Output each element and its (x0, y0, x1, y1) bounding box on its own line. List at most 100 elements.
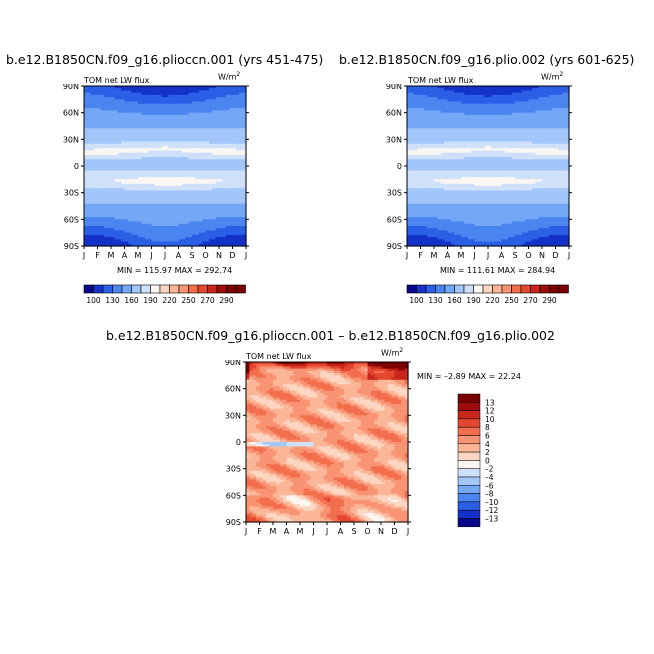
heatmap-cell (144, 217, 149, 220)
heatmap-cell (84, 163, 88, 167)
heatmap-cell (198, 150, 203, 154)
heatmap-cell (100, 197, 105, 200)
heatmap-cell (107, 230, 112, 234)
heatmap-cell (501, 146, 506, 149)
heatmap-cell (232, 101, 237, 105)
heatmap-cell (171, 161, 176, 165)
heatmap-cell (427, 150, 432, 154)
heatmap-cell (434, 139, 438, 143)
heatmap-cell (107, 210, 112, 214)
heatmap-cell (454, 117, 459, 120)
heatmap-cell (229, 219, 234, 223)
heatmap-cell (467, 143, 472, 147)
heatmap-cell (141, 214, 146, 218)
heatmap-cell (558, 103, 563, 107)
heatmap-cell (114, 119, 119, 123)
heatmap-cell (477, 108, 482, 112)
heatmap-cell (90, 90, 95, 94)
heatmap-cell (198, 239, 203, 243)
heatmap-cell (188, 192, 193, 196)
heatmap-cell (235, 199, 240, 203)
heatmap-cell (185, 241, 190, 245)
heatmap-cell (562, 97, 567, 100)
heatmap-cell (242, 197, 247, 200)
heatmap-cell (208, 132, 213, 136)
heatmap-cell (185, 106, 190, 109)
heatmap-cell (484, 86, 489, 89)
heatmap-cell (141, 121, 146, 125)
heatmap-cell (127, 226, 132, 229)
heatmap-cell (562, 141, 567, 145)
heatmap-cell (90, 210, 95, 214)
heatmap-cell (117, 137, 122, 140)
heatmap-cell (175, 90, 180, 94)
heatmap-cell (148, 168, 153, 172)
heatmap-cell (165, 243, 169, 247)
heatmap-cell (144, 110, 149, 114)
heatmap-cell (148, 190, 153, 194)
heatmap-cell (181, 123, 186, 127)
heatmap-cell (518, 148, 523, 152)
heatmap-cell (491, 88, 496, 92)
heatmap-cell (545, 137, 550, 140)
heatmap-cell (542, 114, 546, 118)
heatmap-cell (94, 108, 99, 112)
heatmap-cell (417, 146, 422, 149)
heatmap-cell (531, 143, 536, 147)
heatmap-cell (97, 114, 102, 118)
heatmap-cell (181, 166, 186, 169)
heatmap-cell (151, 166, 156, 169)
heatmap-cell (178, 179, 183, 183)
heatmap-cell (148, 88, 153, 92)
heatmap-cell (545, 97, 550, 100)
heatmap-cell (420, 92, 425, 96)
heatmap-cell (198, 139, 203, 143)
heatmap-cell (87, 232, 92, 236)
heatmap-cell (151, 99, 156, 103)
heatmap-cell (87, 190, 92, 194)
heatmap-cell (235, 132, 240, 136)
heatmap-cell (504, 88, 509, 92)
heatmap-cell (90, 170, 95, 174)
heatmap-cell (104, 117, 109, 120)
heatmap-cell (178, 239, 183, 243)
heatmap-cell (225, 159, 230, 163)
heatmap-cell (124, 119, 129, 123)
heatmap-cell (528, 128, 533, 132)
heatmap-cell (423, 119, 428, 123)
heatmap-cell (457, 121, 462, 125)
heatmap-cell (444, 97, 449, 100)
heatmap-cell (552, 94, 557, 98)
heatmap-cell (185, 99, 190, 103)
heatmap-cell (232, 163, 237, 167)
heatmap-cell (481, 126, 486, 129)
heatmap-cell (498, 106, 503, 109)
heatmap-cell (454, 152, 459, 156)
heatmap-cell (127, 214, 132, 218)
heatmap-cell (229, 172, 234, 176)
heatmap-cell (161, 99, 166, 103)
heatmap-cell (131, 130, 136, 134)
heatmap-cell (208, 103, 213, 107)
heatmap-cell (100, 112, 105, 116)
heatmap-cell (498, 112, 503, 116)
heatmap-cell (501, 141, 506, 145)
heatmap-cell (195, 132, 200, 136)
heatmap-cell (508, 121, 513, 125)
heatmap-cell (181, 86, 186, 89)
heatmap-cell (215, 186, 220, 189)
heatmap-cell (498, 110, 503, 114)
heatmap-cell (501, 94, 506, 98)
heatmap-cell (161, 186, 166, 189)
heatmap-cell (87, 166, 92, 169)
heatmap-cell (464, 110, 469, 114)
heatmap-cell (440, 90, 445, 94)
heatmap-cell (235, 232, 240, 236)
heatmap-cell (121, 94, 126, 98)
heatmap-cell (437, 119, 442, 123)
heatmap-cell (87, 112, 92, 116)
heatmap-cell (90, 168, 95, 172)
heatmap-cell (161, 154, 166, 158)
heatmap-cell (84, 183, 88, 187)
heatmap-cell (528, 112, 533, 116)
